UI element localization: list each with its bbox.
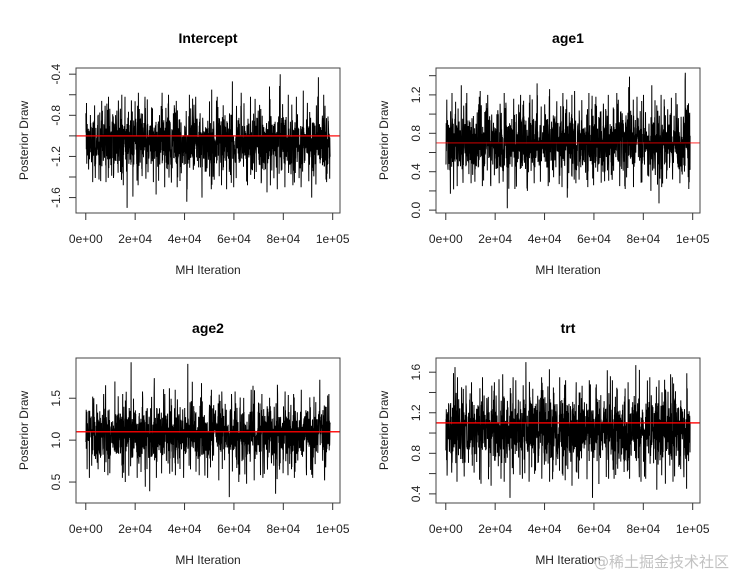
x-tick-label: 6e+04 (577, 522, 611, 536)
y-tick-label: 0.4 (409, 485, 423, 502)
x-tick-label: 2e+04 (118, 522, 152, 536)
y-tick-label: -1.2 (49, 146, 63, 167)
x-axis-label: MH Iteration (535, 553, 600, 567)
trace-panel-intercept: Intercept Posterior Draw MH Iteration 0e+00… (17, 30, 350, 277)
chart-title: age1 (552, 30, 584, 46)
x-tick-label: 6e+04 (577, 232, 611, 246)
trace-panel-trt: trt Posterior Draw MH Iteration 0e+00 2e+04 4… (377, 320, 710, 567)
x-tick-label: 2e+04 (118, 232, 152, 246)
y-tick-label: 0.8 (409, 445, 423, 462)
x-tick-label: 2e+04 (478, 232, 512, 246)
y-axis-label: Posterior Draw (377, 390, 391, 470)
y-axis: 0.5 1.0 1.5 (49, 390, 76, 490)
x-tick-label: 6e+04 (217, 522, 251, 536)
y-tick-label: 0.4 (409, 163, 423, 180)
x-axis: 0e+00 2e+04 4e+04 6e+04 8e+04 1e+05 (429, 503, 710, 536)
x-tick-label: 4e+04 (168, 522, 202, 536)
x-tick-label: 8e+04 (266, 232, 300, 246)
chart-title: age2 (192, 320, 224, 336)
x-tick-label: 0e+00 (69, 232, 103, 246)
y-tick-label: 0.5 (49, 473, 63, 490)
trace-line (85, 362, 331, 498)
x-axis: 0e+00 2e+04 4e+04 6e+04 8e+04 1e+05 (69, 213, 350, 246)
y-tick-label: -0.8 (49, 105, 63, 126)
x-tick-label: 8e+04 (626, 232, 660, 246)
y-tick-label: 0.0 (409, 201, 423, 218)
y-tick-label: 0.8 (409, 125, 423, 142)
x-tick-label: 4e+04 (528, 232, 562, 246)
x-tick-label: 4e+04 (528, 522, 562, 536)
x-tick-label: 6e+04 (217, 232, 251, 246)
x-tick-label: 4e+04 (168, 232, 202, 246)
y-tick-label: 1.2 (409, 86, 423, 103)
y-axis-label: Posterior Draw (17, 100, 31, 180)
x-tick-label: 2e+04 (478, 522, 512, 536)
chart-title: trt (561, 320, 576, 336)
trace-panel-age2: age2 Posterior Draw MH Iteration 0e+00 2e+04… (17, 320, 350, 567)
x-tick-label: 1e+05 (316, 522, 350, 536)
plot-box (435, 67, 701, 214)
y-axis: 0.4 0.8 1.2 1.6 (409, 364, 436, 502)
watermark-text: @稀土掘金技术社区 (594, 553, 729, 571)
y-tick-label: -0.4 (49, 64, 63, 85)
trace-line (445, 72, 691, 209)
trace-panel-age1: age1 Posterior Draw MH Iteration 0e+00 2e+04… (377, 30, 710, 277)
y-tick-label: -1.6 (49, 187, 63, 208)
y-tick-label: 1.5 (49, 390, 63, 407)
plot-box (75, 67, 341, 214)
y-axis-label: Posterior Draw (17, 390, 31, 470)
y-tick-label: 1.6 (409, 364, 423, 381)
plot-box (75, 357, 341, 504)
x-tick-label: 0e+00 (429, 232, 463, 246)
y-axis: -1.6 -1.2 -0.8 -0.4 (49, 64, 76, 208)
y-axis: 0.0 0.4 0.8 1.2 (409, 75, 436, 218)
x-axis-label: MH Iteration (175, 263, 240, 277)
y-tick-label: 1.2 (409, 404, 423, 421)
x-tick-label: 1e+05 (676, 522, 710, 536)
y-tick-label: 1.0 (49, 431, 63, 448)
x-tick-label: 8e+04 (266, 522, 300, 536)
plot-box (435, 357, 701, 504)
x-tick-label: 1e+05 (316, 232, 350, 246)
x-axis-label: MH Iteration (535, 263, 600, 277)
x-axis: 0e+00 2e+04 4e+04 6e+04 8e+04 1e+05 (429, 213, 710, 246)
x-axis: 0e+00 2e+04 4e+04 6e+04 8e+04 1e+05 (69, 503, 350, 536)
x-tick-label: 1e+05 (676, 232, 710, 246)
trace-line (445, 362, 691, 498)
y-axis-label: Posterior Draw (377, 100, 391, 180)
x-tick-label: 0e+00 (69, 522, 103, 536)
x-axis-label: MH Iteration (175, 553, 240, 567)
chart-title: Intercept (178, 30, 237, 46)
x-tick-label: 0e+00 (429, 522, 463, 536)
x-tick-label: 8e+04 (626, 522, 660, 536)
